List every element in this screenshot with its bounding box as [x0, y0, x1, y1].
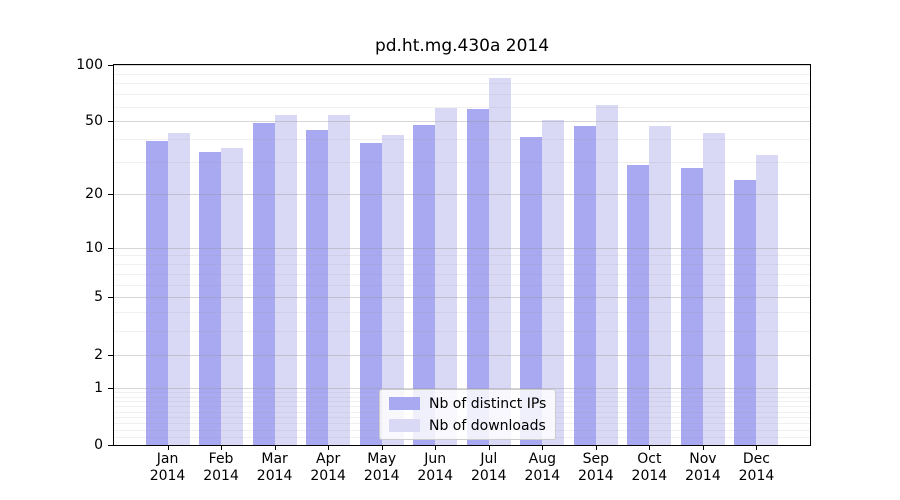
- gridline-minor: [114, 255, 810, 257]
- gridline-minor: [114, 94, 810, 96]
- x-tick: [274, 446, 276, 450]
- x-tick-label-oct: Oct 2014: [631, 451, 668, 484]
- gridline-minor: [114, 284, 810, 286]
- bar-downloads-aug: [542, 119, 565, 445]
- legend-item: Nb of downloads: [389, 416, 546, 435]
- y-tick: [108, 354, 113, 356]
- gridline-major: [114, 194, 810, 196]
- x-tick: [221, 446, 223, 450]
- gridline-minor: [114, 73, 810, 75]
- bar-ips-dec: [734, 179, 757, 445]
- y-tick: [108, 247, 113, 249]
- x-tick: [488, 446, 490, 450]
- bar-ips-feb: [199, 152, 222, 445]
- bar-downloads-nov: [702, 133, 725, 445]
- bar-downloads-jun: [435, 107, 458, 445]
- bar-ips-jun: [413, 124, 436, 445]
- gridline-major: [114, 65, 810, 66]
- y-tick-label: 0: [94, 437, 103, 453]
- y-tick: [108, 297, 113, 299]
- x-tick-label-sep: Sep 2014: [578, 451, 614, 484]
- bar-ips-mar: [252, 122, 275, 445]
- y-tick-label: 5: [94, 289, 103, 306]
- bar-downloads-apr: [328, 115, 351, 445]
- legend-label: Nb of downloads: [429, 417, 546, 434]
- bar-downloads-may: [381, 135, 404, 445]
- y-tick: [108, 387, 113, 389]
- x-tick-label-feb: Feb 2014: [203, 451, 239, 484]
- x-tick-label-jul: Jul 2014: [470, 451, 507, 484]
- top-spine: [113, 64, 811, 65]
- gridline-major: [114, 387, 810, 389]
- legend: Nb of distinct IPs Nb of downloads: [379, 389, 557, 440]
- y-tick-label: 1: [94, 379, 103, 396]
- y-tick-label: 20: [85, 186, 103, 203]
- x-tick-label-mar: Mar 2014: [256, 451, 293, 484]
- left-spine: [113, 64, 114, 446]
- bar-ips-oct: [627, 164, 650, 445]
- x-tick: [542, 446, 544, 450]
- x-tick: [702, 446, 704, 450]
- gridline-minor: [114, 106, 810, 108]
- gridline-major: [114, 247, 810, 249]
- gridline-major: [114, 297, 810, 299]
- bar-ips-jul: [466, 109, 489, 445]
- gridline-minor: [114, 273, 810, 275]
- y-tick-label: 10: [85, 239, 103, 256]
- bar-downloads-mar: [274, 115, 297, 445]
- bar-downloads-oct: [649, 126, 672, 445]
- gridline-major: [114, 121, 810, 123]
- bar-ips-aug: [520, 137, 543, 445]
- gridline-minor: [114, 139, 810, 141]
- gridline-minor: [114, 162, 810, 164]
- bottom-spine: [113, 445, 811, 446]
- y-tick-label: 2: [94, 346, 103, 363]
- gridline-minor: [114, 264, 810, 266]
- bar-ips-sep: [573, 126, 596, 445]
- x-tick-label-apr: Apr 2014: [310, 451, 346, 484]
- y-tick-label: 100: [76, 57, 103, 73]
- right-spine: [810, 64, 811, 446]
- bar-ips-apr: [306, 129, 329, 445]
- y-tick: [108, 194, 113, 196]
- chart-title: pd.ht.mg.430a 2014: [374, 36, 550, 56]
- gridline-minor: [114, 330, 810, 332]
- gridline-minor: [114, 312, 810, 314]
- bar-downloads-jul: [488, 78, 511, 445]
- gridline-major: [114, 354, 810, 356]
- legend-swatch-icon: [389, 419, 420, 432]
- bar-ips-nov: [680, 167, 703, 445]
- x-tick: [756, 446, 758, 450]
- bar-ips-may: [359, 143, 382, 445]
- x-tick-label-dec: Dec 2014: [738, 451, 775, 484]
- x-tick: [381, 446, 383, 450]
- y-tick-label: 50: [85, 113, 103, 130]
- gridline-minor: [114, 83, 810, 85]
- legend-item: Nb of distinct IPs: [389, 394, 546, 413]
- x-tick: [435, 446, 437, 450]
- legend-swatch-icon: [389, 397, 420, 410]
- bar-downloads-dec: [756, 154, 779, 445]
- bar-ips-jan: [145, 141, 168, 445]
- plot-area: [114, 65, 810, 445]
- x-tick-label-jun: Jun 2014: [417, 451, 454, 484]
- x-tick-label-may: May 2014: [363, 451, 400, 484]
- x-tick: [595, 446, 597, 450]
- x-tick-label-nov: Nov 2014: [685, 451, 721, 484]
- x-tick: [328, 446, 330, 450]
- x-tick: [649, 446, 651, 450]
- x-tick-label-aug: Aug 2014: [524, 451, 561, 484]
- x-tick-label-jan: Jan 2014: [149, 451, 186, 484]
- x-tick: [167, 446, 169, 450]
- y-tick: [108, 121, 113, 123]
- bar-downloads-sep: [595, 105, 618, 445]
- y-tick: [108, 445, 113, 446]
- bar-downloads-jan: [167, 133, 190, 445]
- legend-label: Nb of distinct IPs: [429, 395, 547, 412]
- bar-downloads-feb: [221, 147, 244, 445]
- y-tick: [108, 65, 113, 66]
